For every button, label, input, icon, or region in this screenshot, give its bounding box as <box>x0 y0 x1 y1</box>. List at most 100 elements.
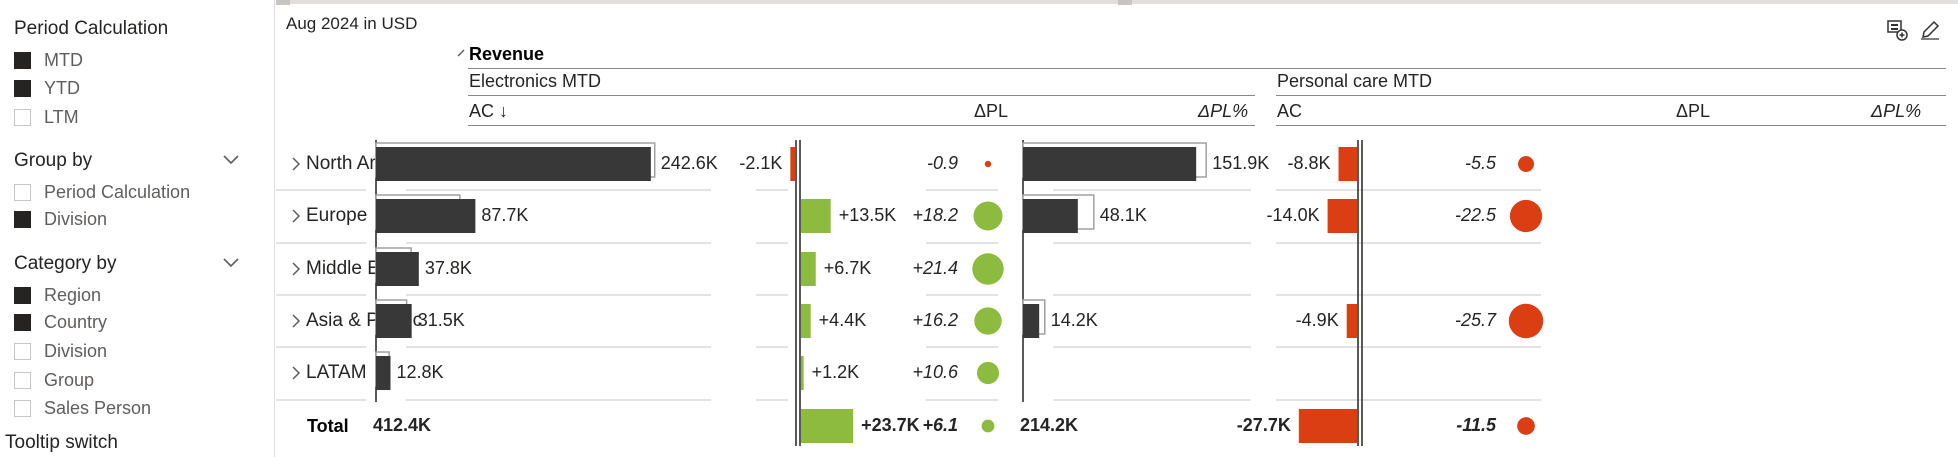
checkbox-label: Sales Person <box>44 397 152 418</box>
revenue-table-visual: Aug 2024 in USD Revenue Electronics MTD … <box>276 0 1958 457</box>
checkbox-division[interactable]: Division <box>14 207 107 231</box>
expand-row-icon[interactable] <box>290 209 302 223</box>
dpl-bar <box>790 147 795 181</box>
total-dplp-dot <box>981 419 995 433</box>
ac-bar <box>1023 147 1197 181</box>
dplp-value-label: -25.7 <box>1455 310 1497 330</box>
dplp-dot <box>1518 156 1534 172</box>
dpl-value-label: -2.1K <box>739 153 782 173</box>
checkbox-box[interactable] <box>14 371 31 389</box>
checkbox-box[interactable] <box>14 313 31 331</box>
dplp-value-label: +21.4 <box>912 258 958 278</box>
checkbox-mtd[interactable]: MTD <box>14 48 83 72</box>
dplp-dot <box>984 160 992 168</box>
checkbox-label: Country <box>44 311 108 332</box>
dplp-value-label: -0.9 <box>927 153 958 173</box>
visual-top-border <box>276 0 1958 4</box>
checkbox-label: MTD <box>44 49 83 70</box>
collapse-arrow-icon[interactable] <box>456 48 466 58</box>
dplp-value-label: +18.2 <box>912 205 958 225</box>
checkbox-ytd[interactable]: YTD <box>14 76 80 100</box>
column-header-dpl[interactable]: ΔPL <box>1676 101 1711 121</box>
ac-bar <box>376 304 412 338</box>
ac-value-label: 151.9K <box>1212 153 1269 173</box>
dplp-value-label: -5.5 <box>1465 153 1497 173</box>
total-dplp-dot <box>1517 417 1535 435</box>
ac-bar <box>376 356 391 390</box>
ac-value-label: 31.5K <box>418 310 465 330</box>
checkbox-box[interactable] <box>14 51 31 69</box>
expand-row-icon[interactable] <box>290 157 302 171</box>
checkbox-division-cat[interactable]: Division <box>14 339 107 363</box>
column-header-dpl[interactable]: ΔPL <box>974 101 1009 121</box>
group-header-personal-care: Personal care MTD <box>1277 71 1433 91</box>
chevron-down-icon[interactable] <box>221 149 241 169</box>
checkbox-label: Division <box>44 340 108 361</box>
total-dplp-label: -11.5 <box>1456 415 1497 435</box>
dpl-bar <box>1327 199 1357 233</box>
dplp-dot <box>1509 199 1543 233</box>
total-dplp-label: +6.1 <box>922 415 958 435</box>
dpl-bar <box>1346 304 1357 338</box>
dpl-bar <box>801 356 804 390</box>
ac-value-label: 14.2K <box>1051 310 1098 330</box>
column-header-dplp[interactable]: ΔPL% <box>1871 101 1922 121</box>
row-label-total: Total <box>307 416 349 436</box>
checkbox-label: Period Calculation <box>44 181 191 202</box>
checkbox-box[interactable] <box>14 108 31 126</box>
column-header-ac[interactable]: AC <box>1277 101 1303 121</box>
resize-handle[interactable] <box>276 0 290 5</box>
row-label-europe[interactable]: Europe <box>306 205 368 226</box>
chevron-down-icon[interactable] <box>221 252 241 272</box>
dpl-bar <box>801 199 831 233</box>
column-header-dplp[interactable]: ΔPL% <box>1198 101 1249 121</box>
checkbox-region[interactable]: Region <box>14 283 101 307</box>
checkbox-country[interactable]: Country <box>14 310 107 334</box>
resize-handle[interactable] <box>1118 0 1132 5</box>
dpl-value-label: -14.0K <box>1267 205 1320 225</box>
dpl-bar <box>801 252 816 286</box>
edit-pen-icon[interactable] <box>1917 17 1943 43</box>
checkbox-box[interactable] <box>14 79 31 97</box>
checkbox-box[interactable] <box>14 399 31 417</box>
dpl-value-label: +6.7K <box>824 258 872 278</box>
checkbox-box[interactable] <box>14 342 31 360</box>
expand-row-icon[interactable] <box>290 314 302 328</box>
expand-row-icon[interactable] <box>290 366 302 380</box>
measure-title: Revenue <box>469 44 545 64</box>
ac-value-label: 87.7K <box>481 205 528 225</box>
checkbox-label: LTM <box>44 106 79 127</box>
checkbox-period-calculation[interactable]: Period Calculation <box>14 180 190 204</box>
period-calculation-title: Period Calculation <box>14 18 169 39</box>
group-by-title: Group by <box>14 150 93 171</box>
total-dpl-label: +23.7K <box>861 415 920 435</box>
expand-row-icon[interactable] <box>290 262 302 276</box>
checkbox-label: Group <box>44 369 95 390</box>
dpl-value-label: +4.4K <box>819 310 867 330</box>
ac-value-label: 242.6K <box>661 153 718 173</box>
total-dpl-bar <box>801 409 854 443</box>
group-rule <box>1276 95 1946 96</box>
column-rule <box>468 125 1255 126</box>
dpl-value-label: -8.8K <box>1287 153 1330 173</box>
checkbox-box[interactable] <box>14 210 31 228</box>
checkbox-sales-person[interactable]: Sales Person <box>14 396 151 420</box>
ac-value-label: 48.1K <box>1100 205 1147 225</box>
category-by-title: Category by <box>14 253 117 274</box>
dplp-dot <box>972 253 1004 285</box>
checkbox-box[interactable] <box>14 286 31 304</box>
checkbox-ltm[interactable]: LTM <box>14 105 79 129</box>
ac-bar <box>376 252 419 286</box>
row-label-latam[interactable]: LATAM <box>306 362 367 383</box>
group-header-electronics: Electronics MTD <box>469 71 602 91</box>
dpl-value-label: -4.9K <box>1296 310 1339 330</box>
checkbox-group[interactable]: Group <box>14 368 94 392</box>
checkbox-label: Region <box>44 284 102 305</box>
total-dpl-label: -27.7K <box>1237 415 1291 435</box>
filter-pane: Period Calculation MTD YTD LTM Group by … <box>0 0 275 457</box>
dplp-dot <box>973 201 1003 231</box>
column-header-ac-sorted[interactable]: AC ↓ <box>469 101 509 121</box>
checkbox-box[interactable] <box>14 183 31 201</box>
dplp-value-label: -22.5 <box>1455 205 1497 225</box>
insert-visual-icon[interactable] <box>1884 17 1910 43</box>
